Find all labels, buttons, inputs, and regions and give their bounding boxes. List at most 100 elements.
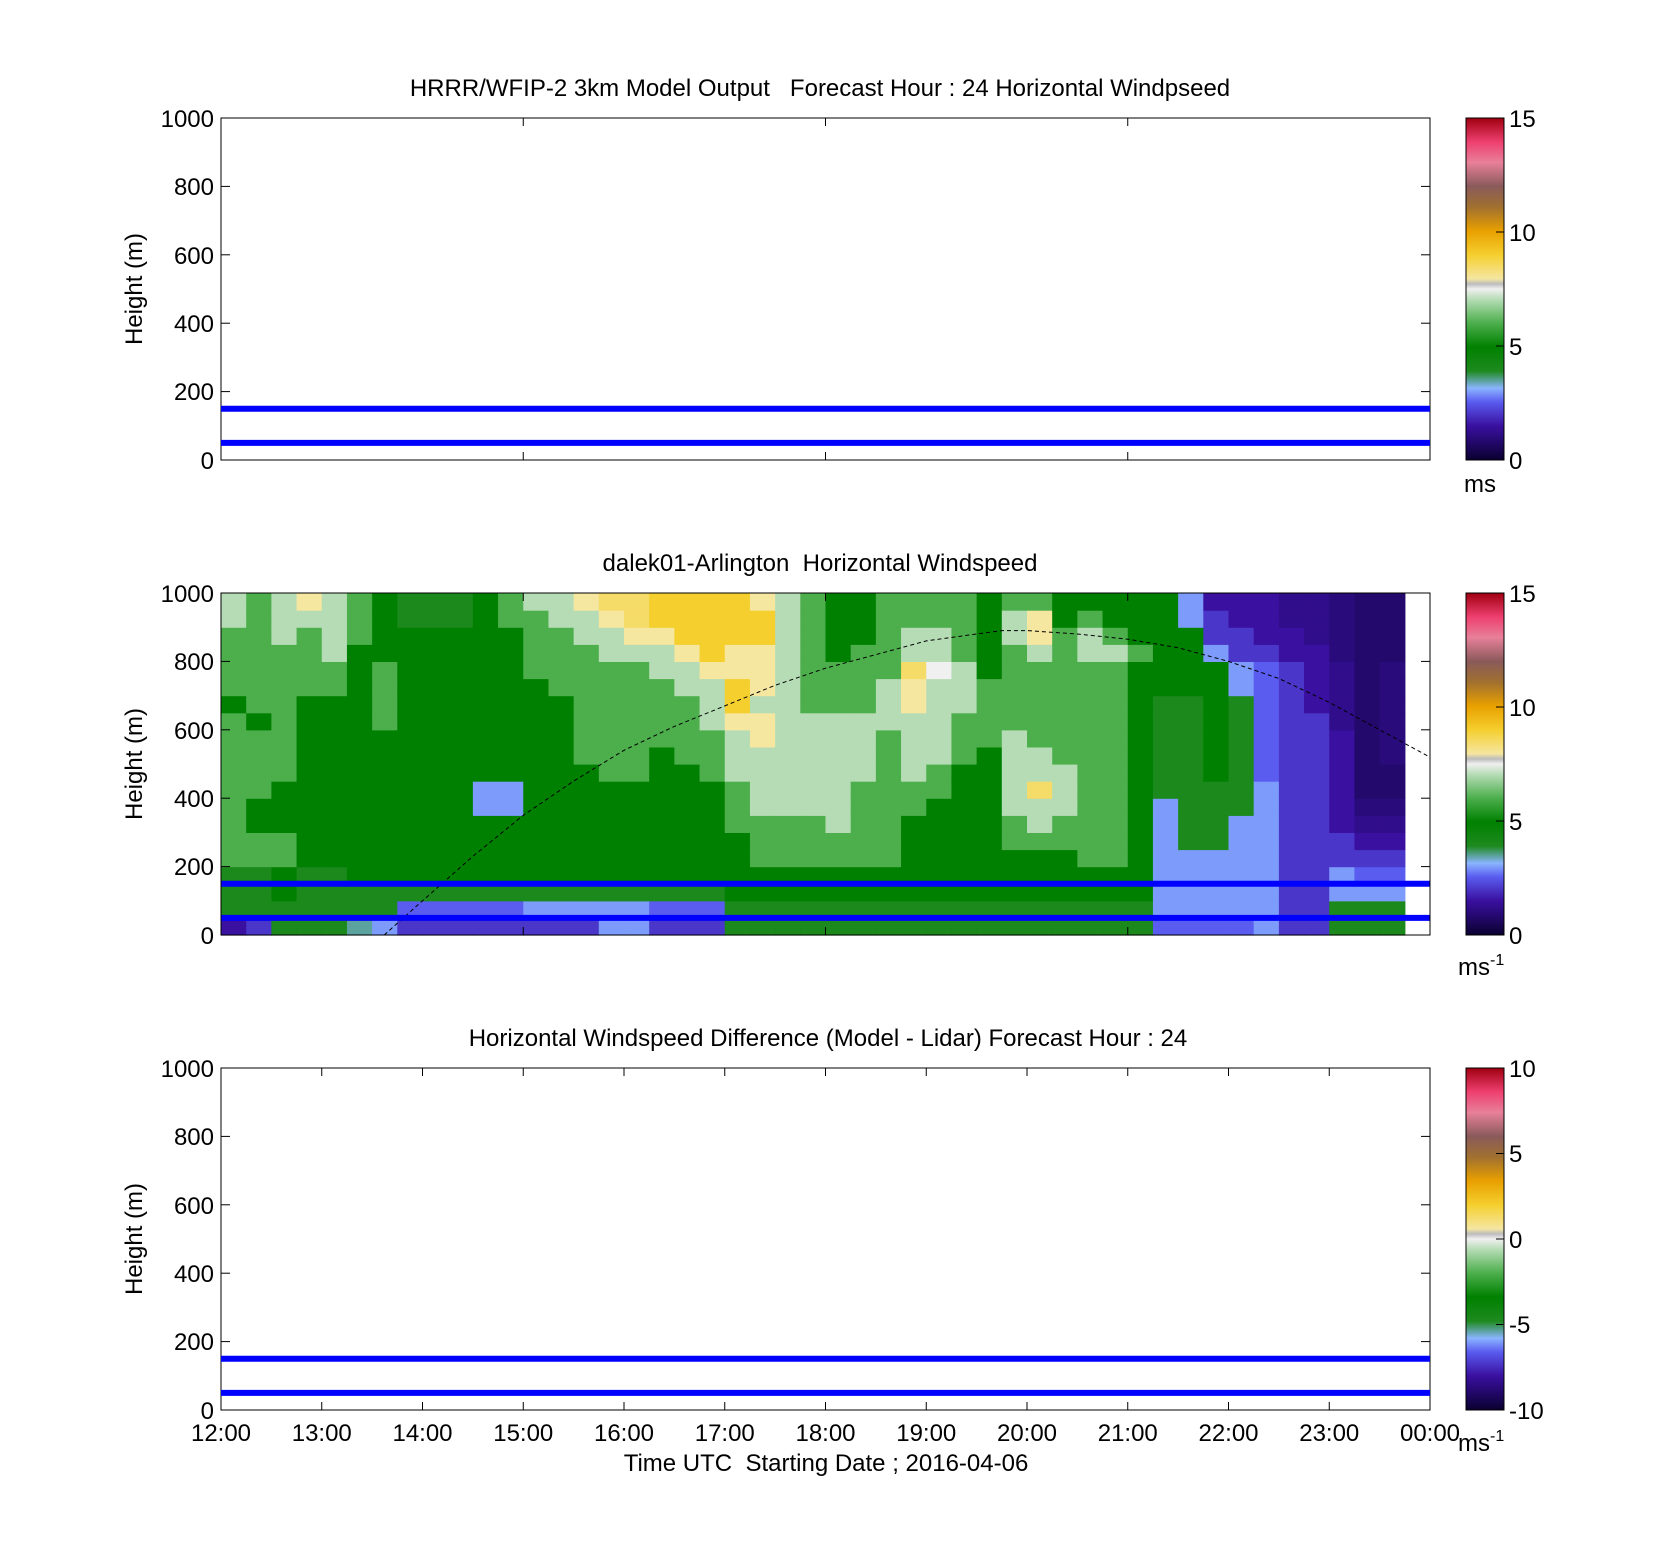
heatmap-cell: [1203, 610, 1230, 628]
heatmap-cell: [498, 849, 524, 868]
heatmap-cell: [221, 883, 247, 902]
heatmap-cell: [548, 917, 575, 936]
heatmap-cell: [800, 644, 827, 662]
heatmap-cell: [724, 832, 751, 851]
heatmap-cell: [699, 678, 726, 697]
heatmap-cell: [1278, 917, 1305, 936]
heatmap-cell: [1304, 832, 1330, 851]
heatmap-cell: [1152, 832, 1179, 851]
heatmap-cell: [548, 627, 575, 645]
heatmap-cell: [674, 678, 701, 697]
heatmap-cell: [573, 815, 600, 833]
heatmap-cell: [1077, 832, 1104, 851]
heatmap-cell: [246, 729, 272, 748]
heatmap-cell: [422, 644, 449, 662]
heatmap-cell: [598, 866, 625, 885]
heatmap-cell: [1178, 729, 1204, 748]
heatmap-cell: [1329, 798, 1356, 816]
heatmap-cell: [850, 610, 877, 628]
heatmap-cell: [1102, 644, 1129, 662]
panel-lidar: dalek01-Arlington Horizontal Windspeed: [121, 550, 1536, 981]
heatmap-cell: [1027, 627, 1053, 645]
heatmap-cell: [699, 593, 726, 611]
heatmap-cell: [1304, 917, 1330, 936]
heatmap-cell: [926, 593, 953, 611]
y-tick-label: 200: [174, 1329, 214, 1356]
heatmap-cell: [372, 883, 398, 902]
heatmap-cell: [850, 729, 877, 748]
heatmap-cell: [1203, 917, 1230, 936]
heatmap-cell: [397, 644, 424, 662]
heatmap-cell: [397, 815, 424, 833]
heatmap-cell: [472, 832, 499, 851]
heatmap-cell: [372, 746, 398, 765]
heatmap-cell: [1127, 644, 1154, 662]
heatmap-cell: [1329, 746, 1356, 765]
heatmap-cell: [1304, 729, 1330, 748]
heatmap-cell: [1354, 644, 1381, 662]
heatmap-cell: [649, 729, 675, 748]
heatmap-cell: [598, 781, 625, 799]
heatmap-cell: [926, 798, 953, 816]
heatmap-cell: [523, 815, 550, 833]
heatmap-cell: [1253, 695, 1280, 714]
heatmap-cell: [1354, 883, 1381, 902]
heatmap-cell: [271, 593, 298, 611]
heatmap-cell: [346, 849, 373, 868]
heatmap-cell: [1127, 729, 1154, 748]
x-tick-label: 14:00: [392, 1420, 452, 1447]
heatmap-cell: [296, 798, 323, 816]
heatmap-cell: [624, 781, 650, 799]
heatmap-cell: [825, 627, 852, 645]
heatmap-cell: [850, 849, 877, 868]
heatmap-cell: [598, 798, 625, 816]
heatmap-cell: [875, 900, 902, 919]
heatmap-cell: [1127, 627, 1154, 645]
heatmap-cell: [1379, 695, 1406, 714]
heatmap-cell: [1228, 849, 1255, 868]
heatmap-cell: [1052, 729, 1078, 748]
heatmap-cell: [1253, 746, 1280, 765]
heatmap-cell: [800, 798, 827, 816]
heatmap-cell: [1178, 883, 1204, 902]
heatmap-cell: [875, 678, 902, 697]
heatmap-cell: [901, 815, 927, 833]
heatmap-cell: [1253, 764, 1280, 782]
heatmap-cell: [523, 917, 550, 936]
heatmap-cell: [699, 781, 726, 799]
heatmap-cell: [976, 764, 1003, 782]
heatmap-cell: [1329, 593, 1356, 611]
heatmap-cell: [321, 917, 348, 936]
heatmap-cell: [1027, 781, 1053, 799]
heatmap-cell: [1102, 781, 1129, 799]
heatmap-cell: [1127, 678, 1154, 697]
heatmap-cell: [1052, 883, 1078, 902]
heatmap-cell: [321, 798, 348, 816]
heatmap-cell: [271, 849, 298, 868]
heatmap-cell: [749, 729, 776, 748]
heatmap-cell: [1001, 746, 1028, 765]
heatmap-cell: [397, 678, 424, 697]
heatmap-cell: [1001, 900, 1028, 919]
heatmap-cell: [1203, 764, 1230, 782]
heatmap-cell: [749, 610, 776, 628]
heatmap-cell: [1127, 593, 1154, 611]
heatmap-cell: [1152, 764, 1179, 782]
heatmap-cell: [1052, 832, 1078, 851]
heatmap-cell: [875, 627, 902, 645]
heatmap-cell: [674, 593, 701, 611]
heatmap-cell: [498, 593, 524, 611]
panel-difference-x-tick-labels: 12:00 13:00 14:00 15:00 16:00 17:00 18:0…: [191, 1420, 1460, 1447]
heatmap-cell: [472, 610, 499, 628]
heatmap-cell: [1203, 883, 1230, 902]
heatmap-cell: [1228, 729, 1255, 748]
heatmap-cell: [674, 832, 701, 851]
heatmap-cell: [372, 661, 398, 680]
heatmap-cell: [1027, 832, 1053, 851]
heatmap-cell: [1152, 661, 1179, 680]
heatmap-cell: [1329, 832, 1356, 851]
heatmap-cell: [674, 849, 701, 868]
y-tick-label: 600: [174, 1193, 214, 1220]
heatmap-cell: [1329, 849, 1356, 868]
heatmap-cell: [926, 746, 953, 765]
